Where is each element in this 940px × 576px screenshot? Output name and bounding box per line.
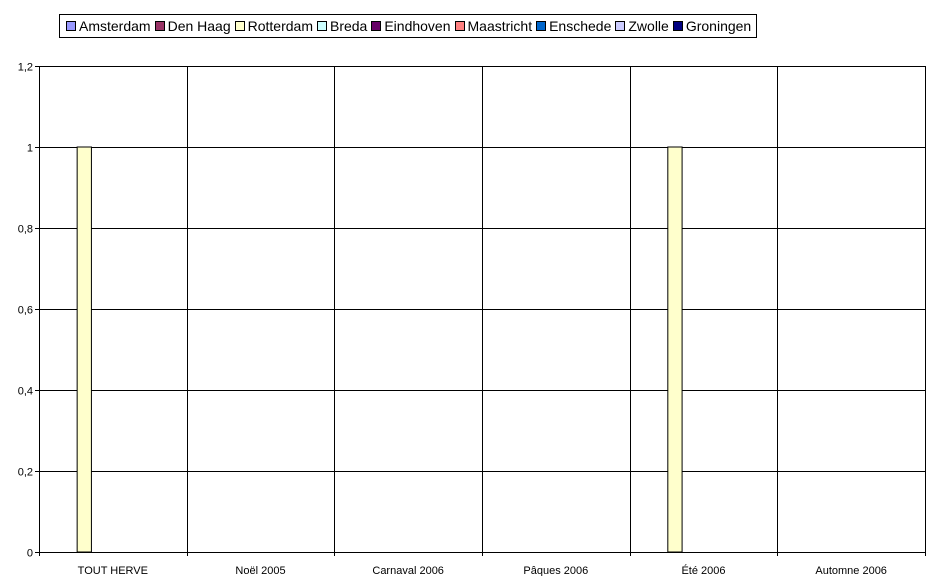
bar bbox=[667, 146, 683, 553]
x-tick-label: Pâques 2006 bbox=[523, 565, 588, 576]
y-tick-label: 0,6 bbox=[18, 305, 33, 317]
legend-label: Maastricht bbox=[467, 18, 533, 34]
legend-item: Breda bbox=[316, 18, 368, 34]
x-tick-label: TOUT HERVE bbox=[78, 565, 148, 576]
legend-item: Enschede bbox=[536, 18, 611, 34]
x-tick-label: Noël 2005 bbox=[235, 565, 285, 576]
x-tick-label: Carnaval 2006 bbox=[372, 565, 444, 576]
legend-swatch bbox=[154, 21, 165, 31]
x-tick-label: Été 2006 bbox=[681, 564, 725, 576]
legend-label: Zwolle bbox=[628, 18, 669, 34]
y-tick-label: 1 bbox=[27, 143, 33, 155]
legend-label: Eindhoven bbox=[384, 18, 451, 34]
legend-label: Groningen bbox=[685, 18, 752, 34]
legend-item: Maastricht bbox=[454, 18, 533, 34]
y-tick-label: 0,4 bbox=[18, 386, 33, 398]
y-tick-label: 0 bbox=[27, 548, 33, 560]
legend-swatch bbox=[316, 21, 327, 31]
legend-swatch bbox=[371, 21, 382, 31]
legend-label: Rotterdam bbox=[247, 18, 313, 34]
legend-item: Amsterdam bbox=[66, 18, 151, 34]
legend-swatch bbox=[536, 21, 547, 31]
legend-item: Zwolle bbox=[615, 18, 669, 34]
y-tick-label: 0,2 bbox=[18, 467, 33, 479]
legend-label: Amsterdam bbox=[79, 18, 151, 34]
x-tick-label: Automne 2006 bbox=[815, 565, 887, 576]
legend-swatch bbox=[234, 21, 245, 31]
legend-item: Rotterdam bbox=[234, 18, 313, 34]
legend-swatch bbox=[615, 21, 626, 31]
legend-swatch bbox=[454, 21, 465, 31]
y-tick-label: 0,8 bbox=[18, 224, 33, 236]
y-tick-label: 1,2 bbox=[18, 62, 33, 74]
legend-item: Eindhoven bbox=[371, 18, 451, 34]
legend-item: Den Haag bbox=[154, 18, 231, 34]
legend-label: Den Haag bbox=[167, 18, 231, 34]
legend: Amsterdam Den Haag Rotterdam Breda Eindhoven… bbox=[59, 14, 758, 38]
legend-label: Breda bbox=[329, 18, 368, 34]
legend-swatch bbox=[672, 21, 683, 31]
legend-item: Groningen bbox=[672, 18, 752, 34]
legend-label: Enschede bbox=[549, 18, 612, 34]
legend-swatch bbox=[66, 21, 76, 31]
bar bbox=[76, 146, 92, 553]
